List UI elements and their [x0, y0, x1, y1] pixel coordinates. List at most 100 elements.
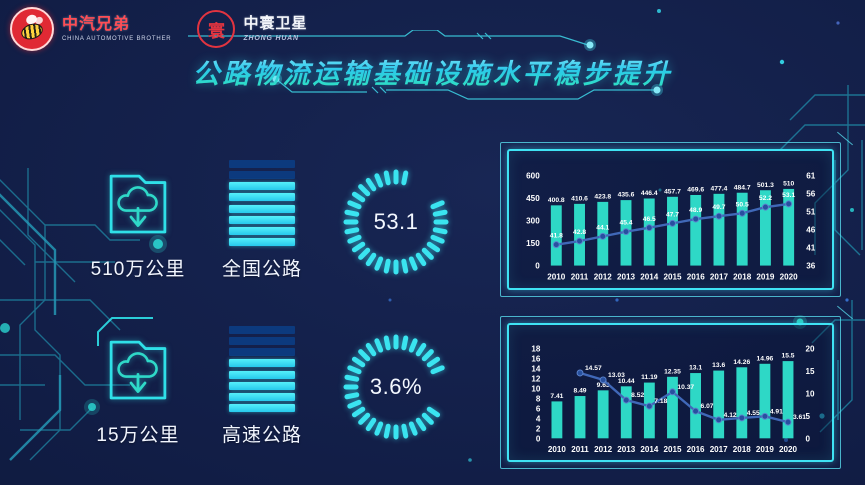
folder-cloud-download-icon: [109, 174, 167, 234]
bar-value-label: 10.44: [618, 378, 635, 385]
bar-value-label: 469.6: [687, 187, 704, 194]
chart-panel-expressway: 18 16 14 12 10 8 6 4 2 0 20 15 10 5 0 2010 2011 2012 2013 2…: [500, 316, 841, 469]
line-value-label: 47.7: [666, 211, 679, 218]
line-value-label: 41.8: [550, 233, 563, 240]
line-value-label: 8.52: [631, 392, 644, 399]
x-axis-label: 2018: [733, 272, 752, 281]
stack-bar: [229, 404, 295, 412]
line-marker: [761, 412, 769, 420]
stack-bar: [229, 392, 295, 401]
bar: [783, 188, 795, 266]
bar: [574, 396, 586, 439]
right-axis-tick: 10: [806, 389, 815, 398]
line-value-label: 50.5: [736, 201, 749, 208]
line-value-label: 14.57: [585, 365, 602, 372]
gauge-ring-icon: [343, 169, 449, 275]
left-axis-tick: 2: [536, 424, 541, 433]
gauge-tick: [374, 421, 384, 436]
line-value-label: 13.03: [608, 372, 625, 379]
line-value-label: 3.61: [793, 414, 806, 421]
line-marker: [785, 200, 793, 208]
bar: [574, 203, 585, 266]
x-axis-label: 2012: [594, 272, 613, 281]
gauge-tick: [351, 356, 366, 368]
bar-value-label: 510: [783, 180, 794, 187]
stack-bar: [229, 337, 295, 346]
gauge-tick: [430, 234, 445, 244]
line-marker: [669, 388, 676, 396]
line-value-label: 46.5: [643, 216, 656, 223]
line-marker: [738, 209, 746, 217]
x-axis-label: 2014: [640, 272, 659, 281]
x-axis-label: 2014: [640, 445, 658, 454]
logo2-title: 中寰卫星: [243, 15, 308, 33]
x-axis-label: 2018: [733, 445, 751, 454]
title-bar: 公路物流运输基础设施水平稳步提升: [0, 52, 865, 91]
x-axis-label: 2010: [547, 272, 566, 281]
gauge-tick: [383, 335, 391, 351]
bar-value-label: 410.6: [571, 195, 588, 202]
left-axis-tick: 4: [536, 414, 541, 423]
bar: [782, 361, 794, 439]
stack-bar: [229, 160, 295, 168]
stat-national-mileage: 510万公里: [86, 160, 190, 281]
line-value-label: 4.55: [747, 410, 760, 417]
gauge-tick: [344, 374, 360, 382]
bar-value-label: 484.7: [734, 184, 751, 191]
right-axis-tick: 15: [806, 367, 815, 376]
line-marker: [645, 224, 653, 232]
logo1-title: 中汽兄弟: [62, 16, 131, 34]
left-axis-tick: 300: [526, 216, 540, 225]
bar-value-label: 14.96: [757, 355, 774, 362]
line-value-label: 53.1: [782, 192, 795, 199]
gauge-tick: [358, 349, 371, 362]
line-marker: [692, 407, 700, 415]
stack-bar: [229, 215, 295, 224]
gauge-tick: [415, 342, 427, 357]
gauge-tick: [421, 349, 434, 362]
bar: [759, 190, 771, 266]
stack-bar: [229, 204, 295, 213]
right-axis-tick: 41: [806, 244, 816, 253]
line-value-label: 49.7: [712, 204, 725, 211]
bar: [736, 192, 748, 266]
bar-value-label: 435.6: [618, 192, 635, 199]
gauge-tick: [344, 209, 360, 217]
bar-value-label: 400.8: [548, 197, 565, 204]
national-roads-label: 全国公路: [222, 259, 303, 280]
expressway-label: 高速公路: [222, 425, 303, 446]
bar-value-label: 446.4: [641, 190, 658, 197]
x-axis-label: 2020: [779, 445, 797, 454]
x-axis-label: 2015: [663, 445, 681, 454]
gauge-tick: [383, 423, 391, 439]
left-axis-tick: 450: [526, 194, 540, 203]
x-axis-label: 2013: [617, 272, 636, 281]
bar-stack-icon: [229, 160, 295, 246]
left-axis-tick: 600: [526, 171, 540, 180]
bar: [667, 376, 678, 439]
left-axis-tick: 8: [536, 394, 541, 403]
gauge-tick: [401, 170, 409, 186]
x-axis-label: 2011: [571, 445, 589, 454]
bar-value-label: 423.8: [594, 193, 611, 200]
bee-body: [19, 20, 45, 43]
right-axis-tick: 61: [806, 171, 816, 180]
x-axis-label: 2017: [710, 272, 729, 281]
stack-bar: [229, 238, 295, 246]
x-axis-label: 2019: [756, 445, 774, 454]
x-axis-label: 2016: [687, 272, 706, 281]
expressway-mileage-value: 15万公里: [96, 425, 180, 446]
gauge-tick: [365, 177, 377, 192]
gauge-tick: [347, 234, 362, 244]
logo1-subtitle: CHINA AUTOMOTIVE BROTHER: [62, 35, 172, 42]
line-marker: [622, 396, 630, 404]
bar-value-label: 12.35: [664, 368, 681, 375]
left-axis-tick: 14: [531, 365, 540, 374]
stack-bar: [229, 182, 295, 191]
line-value-label: 48.9: [689, 207, 702, 214]
line-value-label: 10.37: [677, 384, 694, 391]
bar-value-label: 8.49: [574, 388, 587, 395]
left-axis-tick: 12: [531, 374, 540, 383]
